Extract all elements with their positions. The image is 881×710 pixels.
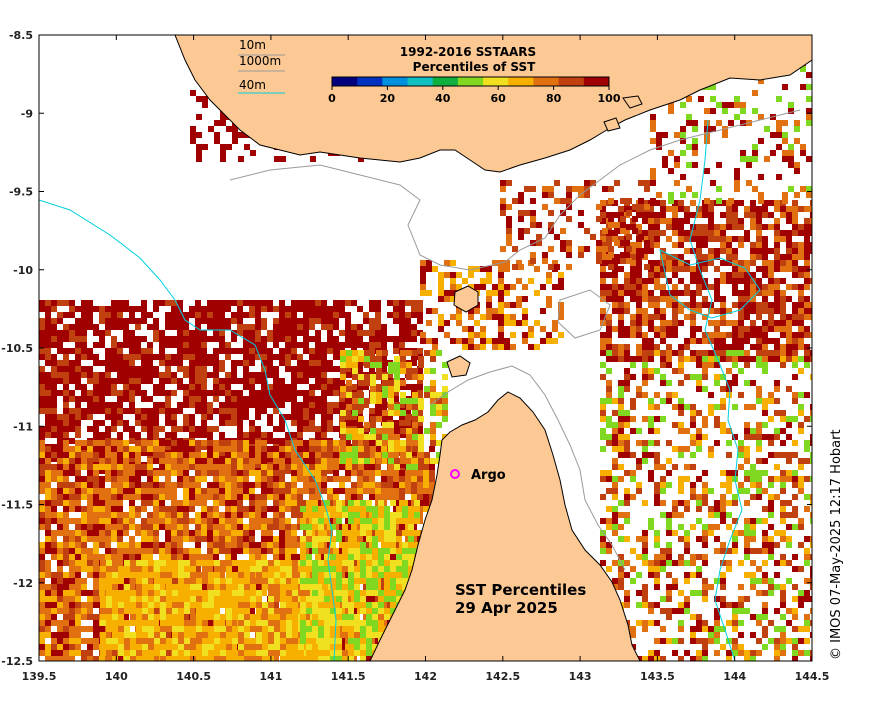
colorbar-tick-label: 100 (598, 92, 621, 105)
contour-10m (557, 289, 611, 339)
latitude-axis: -8.5 -9 -9.5 -10 -10.5 -11 -11.5 -12 -12.5 (1, 29, 812, 668)
lat-tick-label: -9 (21, 107, 33, 120)
colorbar-swatch (382, 77, 409, 86)
colorbar-tick-label: 0 (328, 92, 336, 105)
colorbar-tick-label: 40 (435, 92, 451, 105)
colorbar-swatch (432, 77, 459, 86)
lat-tick-label: -9.5 (9, 186, 33, 199)
contour-legend-1000m: 1000m (239, 54, 281, 68)
lon-tick-label: 143 (569, 670, 592, 683)
colorbar-swatch (533, 77, 560, 86)
contour-legend-40m: 40m (239, 78, 266, 92)
map-title-line2: 29 Apr 2025 (455, 599, 558, 617)
torres-strait-island (603, 117, 621, 132)
colorbar-swatch (357, 77, 383, 86)
colorbar-swatch (483, 77, 509, 86)
land (174, 35, 812, 661)
lon-tick-label: 142.5 (485, 670, 520, 683)
colorbar-swatch (407, 77, 434, 86)
contour-10m (229, 109, 801, 271)
colorbar-tick-label: 80 (546, 92, 562, 105)
lat-tick-label: -11.5 (1, 499, 33, 512)
colorbar-ticks: 0 20 40 60 80 100 (328, 86, 621, 105)
colorbar-title-line1: 1992-2016 SSTAARS (400, 45, 536, 59)
lon-tick-label: 140.5 (176, 670, 211, 683)
longitude-axis: 139.5 140 140.5 141 141.5 142 142.5 143 143.5 144… (22, 35, 830, 683)
lat-tick-label: -12 (13, 577, 33, 590)
lon-tick-label: 141 (259, 670, 282, 683)
contour-legend: 10m 1000m 40m (238, 38, 285, 94)
colorbar-swatch (457, 77, 484, 86)
contour-legend-10m: 10m (239, 38, 266, 52)
lon-tick-label: 144.5 (795, 670, 830, 683)
lat-tick-label: -10.5 (1, 342, 33, 355)
argo-label: Argo (471, 468, 506, 483)
new-guinea-land (174, 35, 812, 173)
colorbar-tick-label: 60 (491, 92, 507, 105)
colorbar-swatches (331, 76, 610, 87)
lat-tick-label: -12.5 (1, 655, 33, 668)
lon-tick-label: 141.5 (331, 670, 366, 683)
colorbar-swatch (558, 77, 585, 86)
contour-40m (689, 119, 743, 661)
lon-tick-label: 142 (414, 670, 437, 683)
argo-float-marker (450, 469, 460, 479)
lon-tick-label: 139.5 (22, 670, 57, 683)
torres-strait-island (453, 285, 479, 313)
colorbar-title-line2: Percentiles of SST (413, 60, 536, 74)
bathymetry-contours (39, 109, 801, 661)
cape-york-land (369, 391, 641, 661)
map-title-line1: SST Percentiles (455, 581, 586, 599)
colorbar-tick-label: 20 (380, 92, 396, 105)
lat-tick-label: -8.5 (9, 29, 33, 42)
lon-tick-label: 144 (723, 670, 746, 683)
colorbar-swatch (508, 77, 534, 86)
torres-strait-island (446, 355, 471, 378)
colorbar-swatch (583, 77, 610, 86)
lon-tick-label: 143.5 (640, 670, 675, 683)
torres-strait-island (622, 95, 643, 109)
lat-tick-label: -11 (13, 420, 33, 433)
lon-tick-label: 140 (105, 670, 128, 683)
contour-40m (39, 199, 337, 661)
map-area: Argo SST Percentiles 29 Apr 2025 10m 100… (39, 35, 812, 661)
lat-tick-label: -10 (13, 264, 33, 277)
sst-percentile-layer (39, 60, 812, 661)
colorbar-swatch (332, 77, 358, 86)
contour-40m (659, 249, 761, 319)
credit-text: © IMOS 07-May-2025 12:17 Hobart (829, 429, 844, 660)
colorbar-outline (331, 76, 610, 87)
contour-10m (429, 365, 626, 571)
colorbar: 1992-2016 SSTAARS Percentiles of SST 0 20… (328, 45, 621, 105)
